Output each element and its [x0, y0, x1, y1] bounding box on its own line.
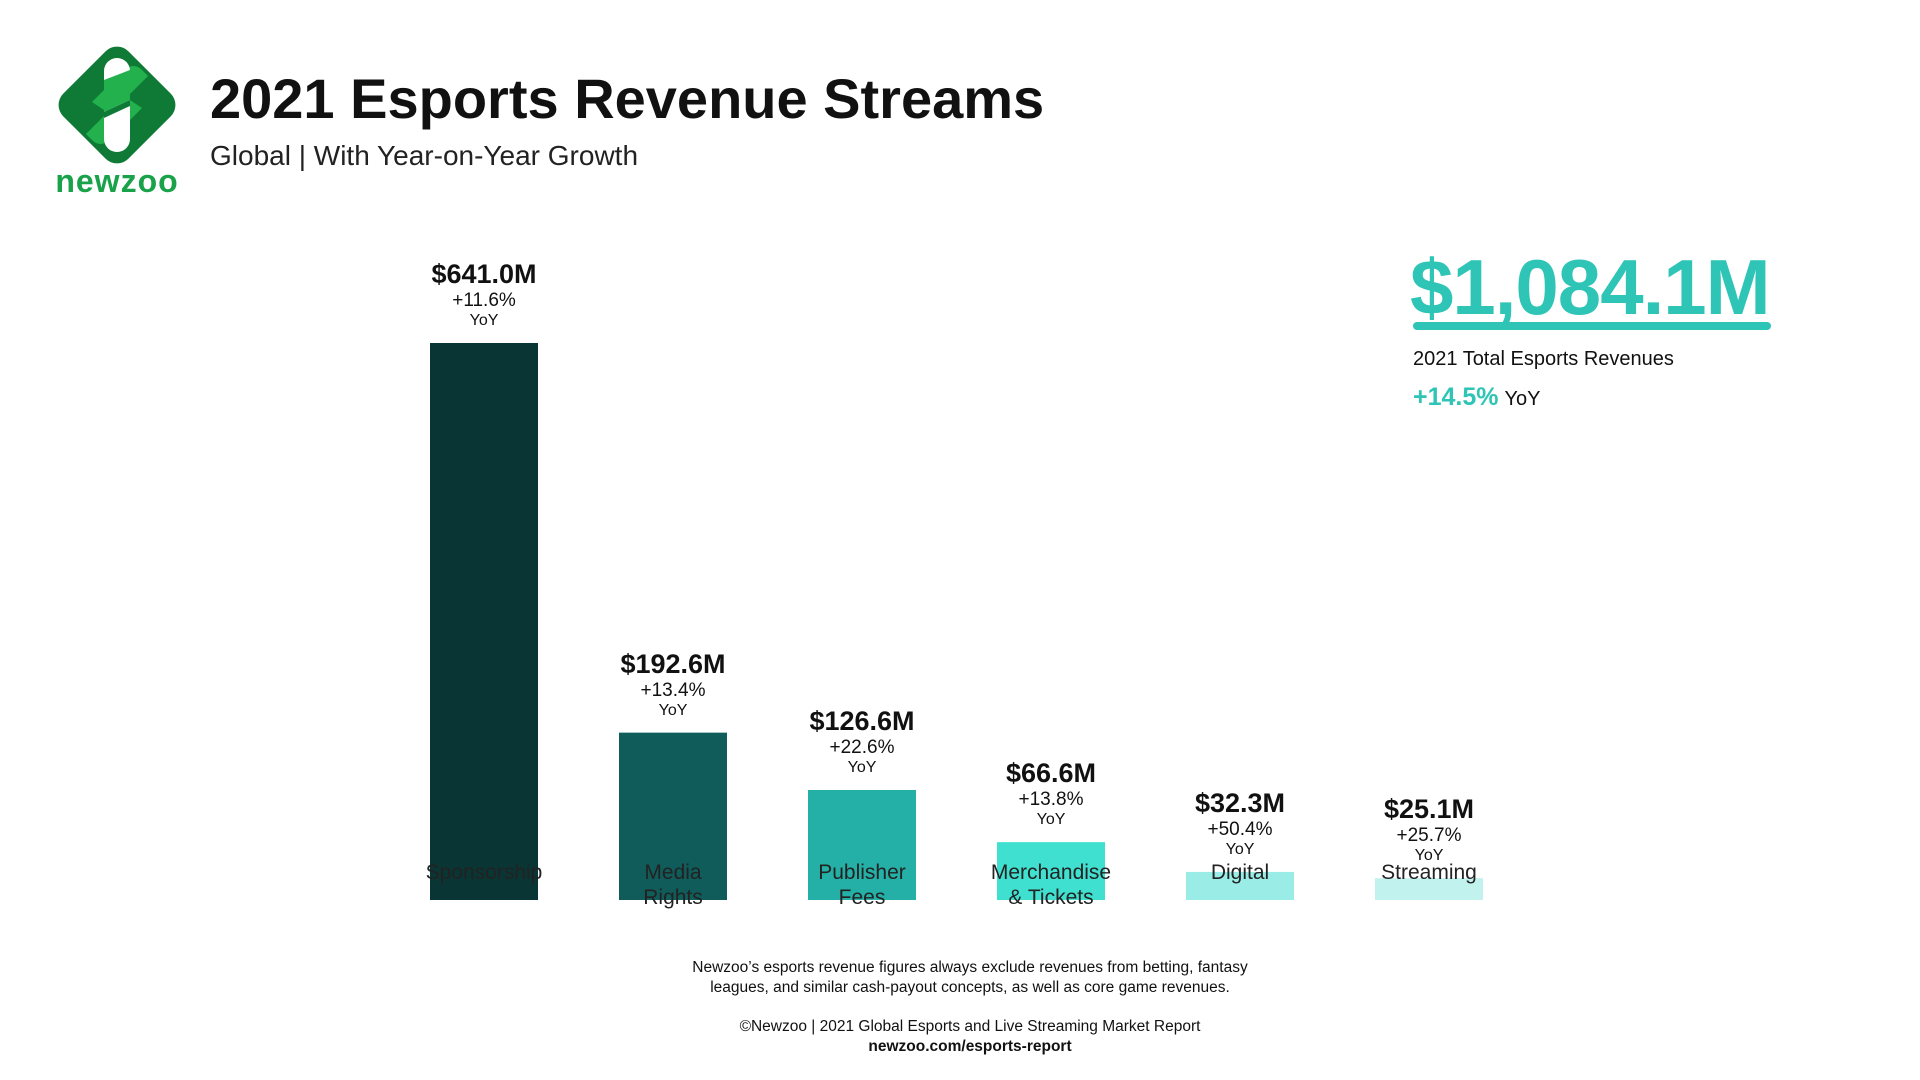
bar-value-label: $641.0M +11.6% YoY	[384, 258, 584, 330]
copyright: ©Newzoo | 2021 Global Esports and Live S…	[739, 1018, 1201, 1035]
newzoo-logo-icon	[58, 46, 176, 164]
bar-value: $66.6M	[1005, 758, 1097, 789]
total-growth: +14.5% YoY	[1413, 383, 1540, 412]
page-title: 2021 Esports Revenue Streams	[210, 67, 1045, 130]
bar-value-label: $126.6M +22.6% YoY	[762, 705, 962, 777]
report-link[interactable]: newzoo.com/esports-report	[868, 1038, 1072, 1055]
bar-growth: +11.6%	[452, 290, 516, 311]
category-label: Sponsorship	[384, 860, 584, 885]
bar-growth: +50.4%	[1207, 818, 1273, 840]
category-label: Digital	[1140, 860, 1340, 885]
footnote-line-2: leagues, and similar cash-payout concept…	[710, 979, 1230, 996]
bar-value-label: $66.6M +13.8% YoY	[951, 757, 1151, 829]
category-label-line: & Tickets	[1008, 886, 1094, 909]
bar-1	[619, 732, 727, 900]
footnote: Newzoo’s esports revenue figures always …	[560, 958, 1380, 998]
footnote-line-1: Newzoo’s esports revenue figures always …	[692, 959, 1248, 976]
bar-0	[430, 343, 538, 900]
category-label-line: Media	[644, 861, 702, 884]
bar-value: $641.0M	[431, 259, 537, 289]
category-label: Merchandise & Tickets	[951, 860, 1151, 910]
total-revenue-value: $1,084.1M	[1410, 243, 1771, 331]
bar-value-label: $192.6M +13.4% YoY	[573, 648, 773, 720]
bar-value: $192.6M	[620, 648, 726, 679]
total-growth-value: +14.5%	[1413, 383, 1499, 411]
bar-growth-suffix: YoY	[847, 758, 877, 776]
category-label-line: Publisher	[818, 861, 906, 884]
bar-growth: +13.8%	[1018, 789, 1084, 811]
category-label-line: Streaming	[1381, 861, 1477, 884]
page-subtitle: Global | With Year-on-Year Growth	[210, 140, 639, 171]
bar-3	[997, 842, 1105, 900]
total-revenue-label: 2021 Total Esports Revenues	[1413, 348, 1674, 370]
category-label-line: Digital	[1210, 861, 1270, 884]
bar-value: $25.1M	[1383, 794, 1475, 825]
bar-growth-suffix: YoY	[1414, 847, 1444, 865]
bar-4	[1186, 871, 1294, 900]
total-underline	[1413, 322, 1771, 330]
category-label: Publisher Fees	[762, 860, 962, 910]
bar-value: $126.6M	[809, 705, 915, 736]
bar-5	[1375, 878, 1483, 900]
category-label-line: Fees	[838, 886, 886, 909]
logo-wordmark: newzoo	[55, 163, 179, 199]
bar-growth-suffix: YoY	[1225, 840, 1255, 858]
bar-value-label: $25.1M +25.7% YoY	[1329, 793, 1529, 865]
bar-value: $32.3M	[1194, 787, 1286, 818]
category-label-line: Rights	[643, 886, 703, 909]
bar-growth: +25.7%	[1396, 825, 1462, 847]
bar-2	[808, 789, 916, 900]
bar-growth: +22.6%	[829, 736, 895, 758]
total-growth-suffix: YoY	[1504, 388, 1541, 410]
category-label: Streaming	[1329, 860, 1529, 885]
category-label: Media Rights	[573, 860, 773, 910]
bar-value-label: $32.3M +50.4% YoY	[1140, 787, 1340, 859]
bar-growth-suffix: YoY	[658, 701, 688, 719]
category-label-line: Merchandise	[990, 861, 1112, 884]
bar-growth-suffix: YoY	[1036, 811, 1066, 829]
bar-growth: +13.4%	[640, 679, 706, 701]
category-label-line: Sponsorship	[425, 861, 543, 884]
bar-growth-suffix: YoY	[469, 312, 499, 329]
